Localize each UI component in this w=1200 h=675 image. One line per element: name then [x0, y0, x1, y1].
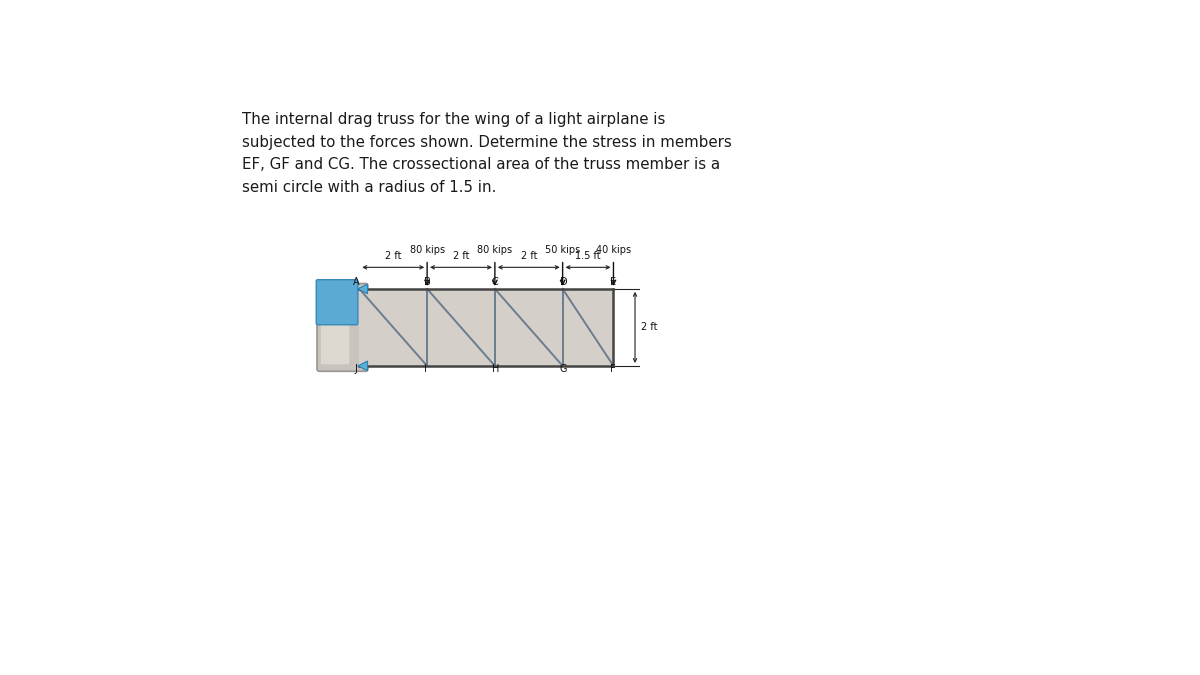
Text: B: B	[424, 277, 431, 287]
Text: A: A	[353, 277, 360, 287]
Polygon shape	[359, 289, 613, 366]
Text: 80 kips: 80 kips	[478, 245, 512, 255]
FancyBboxPatch shape	[317, 284, 368, 371]
Text: G: G	[559, 364, 568, 374]
Text: The internal drag truss for the wing of a light airplane is
subjected to the for: The internal drag truss for the wing of …	[241, 112, 731, 195]
Text: C: C	[492, 277, 498, 287]
FancyBboxPatch shape	[317, 279, 358, 325]
Text: 80 kips: 80 kips	[409, 245, 445, 255]
Text: D: D	[559, 277, 568, 287]
Text: 50 kips: 50 kips	[545, 245, 581, 255]
Text: 1.5 ft: 1.5 ft	[575, 251, 601, 261]
Text: 2 ft: 2 ft	[385, 251, 402, 261]
Text: 2 ft: 2 ft	[452, 251, 469, 261]
Text: F: F	[611, 364, 616, 374]
Polygon shape	[358, 284, 367, 294]
Text: J: J	[354, 364, 356, 374]
Text: 40 kips: 40 kips	[596, 245, 631, 255]
Text: H: H	[492, 364, 499, 374]
Text: I: I	[424, 364, 427, 374]
Polygon shape	[358, 361, 367, 371]
Text: 2 ft: 2 ft	[641, 323, 658, 332]
FancyBboxPatch shape	[320, 290, 349, 364]
Text: E: E	[611, 277, 617, 287]
Text: 2 ft: 2 ft	[521, 251, 538, 261]
